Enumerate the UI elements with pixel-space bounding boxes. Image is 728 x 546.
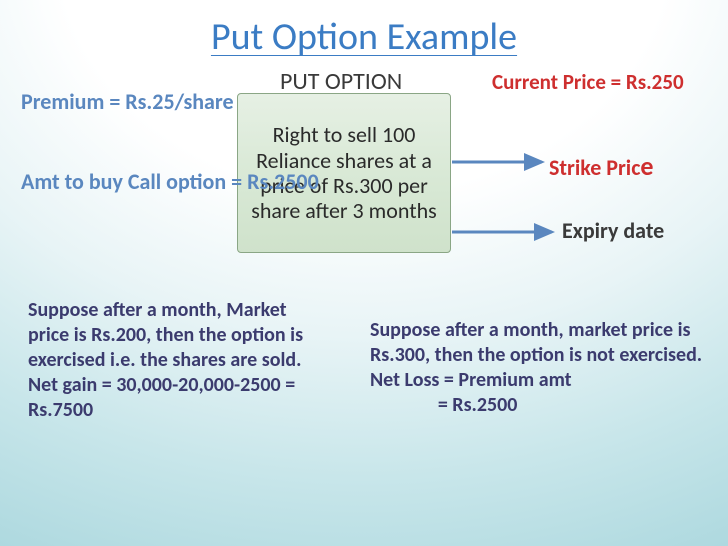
scenario-exercised: Suppose after a month, Market price is R… (28, 298, 328, 423)
scenario-not-exercised: Suppose after a month, market price is R… (370, 318, 710, 418)
arrow-expiry-date (0, 0, 728, 546)
